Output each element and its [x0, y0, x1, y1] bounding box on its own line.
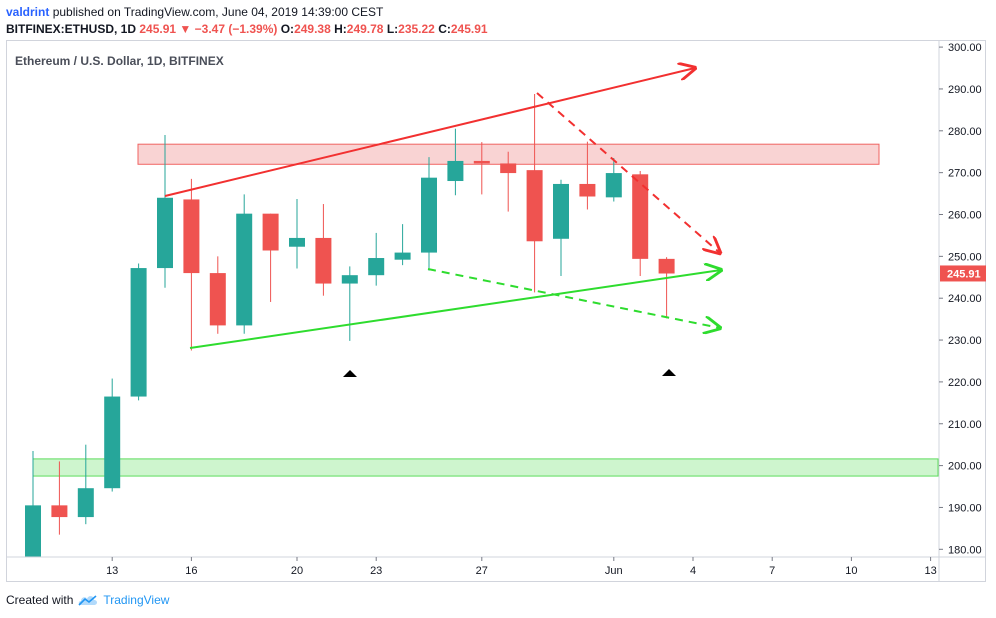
green-dashed-projection: [427, 268, 720, 328]
footer: Created with TradingView: [6, 593, 169, 607]
tradingview-cloud-icon: [78, 595, 98, 606]
publish-line: valdrint published on TradingView.com, J…: [6, 5, 383, 19]
y-tick-label: 220.00: [948, 377, 982, 389]
candle-body: [526, 170, 543, 242]
down-arrow-icon: ▼: [179, 22, 192, 36]
published-text: published on TradingView.com, June 04, 2…: [52, 5, 384, 19]
candle-body: [25, 505, 41, 557]
candle-body: [368, 258, 385, 276]
candle-body: [236, 213, 253, 326]
candle-body: [632, 174, 649, 259]
upper-trend-line: [164, 68, 695, 197]
close-label: C:: [438, 22, 451, 36]
current-price-label: 245.91: [947, 268, 981, 280]
candle-body: [579, 183, 596, 197]
high-label: H:: [334, 22, 347, 36]
y-tick-label: 200.00: [948, 461, 982, 473]
tradingview-brand[interactable]: TradingView: [103, 593, 170, 607]
y-tick-label: 280.00: [948, 126, 982, 138]
support-zone: [32, 458, 939, 477]
y-tick-label: 210.00: [948, 419, 982, 431]
candle-body: [500, 163, 517, 174]
candle-body: [473, 160, 490, 164]
x-tick-label: 13: [106, 565, 118, 577]
candle-body: [77, 488, 94, 518]
created-with-text: Created with: [6, 593, 74, 607]
candle-body: [315, 237, 332, 284]
last-price: 245.91: [139, 22, 177, 36]
ohlc-line: BITFINEX:ETHUSD, 1D 245.91 ▼ −3.47 (−1.3…: [6, 22, 488, 36]
candle-body: [394, 252, 411, 260]
y-tick-label: 240.00: [948, 293, 982, 305]
close-value: 245.91: [450, 22, 488, 36]
candle-body: [553, 183, 569, 239]
y-tick-label: 270.00: [948, 168, 982, 180]
candle-body: [183, 199, 200, 274]
red-dashed-projection: [536, 92, 720, 253]
x-tick-label: 13: [924, 565, 936, 577]
chart-title: Ethereum / U.S. Dollar, 1D, BITFINEX: [15, 54, 224, 68]
candle-body: [421, 177, 437, 253]
x-tick-label: 7: [769, 565, 775, 577]
price-change: −3.47 (−1.39%): [194, 22, 278, 36]
candle-body: [104, 396, 121, 489]
y-tick-label: 180.00: [948, 544, 982, 556]
y-tick-label: 300.00: [948, 42, 982, 54]
candle-body: [658, 258, 675, 274]
open-label: O:: [280, 22, 295, 36]
candle-body: [209, 273, 226, 326]
chart-frame: [6, 40, 986, 582]
pivot-marker-icon: [662, 369, 676, 376]
x-tick-label: 4: [690, 565, 696, 577]
x-tick-label: 16: [185, 565, 197, 577]
plot-area: [25, 68, 939, 557]
author-name[interactable]: valdrint: [6, 5, 50, 19]
price-chart[interactable]: 180.00 190.00 200.00 210.00 220.00 230.00 240.…: [0, 0, 996, 590]
y-tick-label: 290.00: [948, 84, 982, 96]
x-tick-label: 10: [845, 565, 857, 577]
candle-body: [262, 213, 279, 251]
candle-body: [157, 197, 173, 269]
pivot-marker-icon: [343, 370, 357, 377]
x-tick-label: Jun: [605, 565, 623, 577]
candle-body: [289, 237, 305, 247]
open-value: 249.38: [294, 22, 331, 36]
candle-body: [605, 173, 622, 198]
candle-body: [51, 505, 68, 518]
lower-trend-line: [189, 270, 721, 349]
candle-body: [341, 275, 358, 284]
x-tick-label: 23: [370, 565, 382, 577]
candle-body: [130, 268, 147, 397]
y-tick-label: 260.00: [948, 210, 982, 222]
y-tick-label: 230.00: [948, 335, 982, 347]
y-tick-label: 190.00: [948, 502, 982, 514]
high-value: 249.78: [346, 22, 384, 36]
x-tick-label: 20: [291, 565, 303, 577]
low-label: L:: [386, 22, 399, 36]
y-tick-label: 250.00: [948, 251, 982, 263]
current-price-tag: [940, 265, 986, 282]
symbol-label: BITFINEX:ETHUSD, 1D: [6, 22, 137, 36]
x-tick-label: 27: [476, 565, 488, 577]
candle-body: [447, 160, 464, 182]
low-value: 235.22: [398, 22, 435, 36]
